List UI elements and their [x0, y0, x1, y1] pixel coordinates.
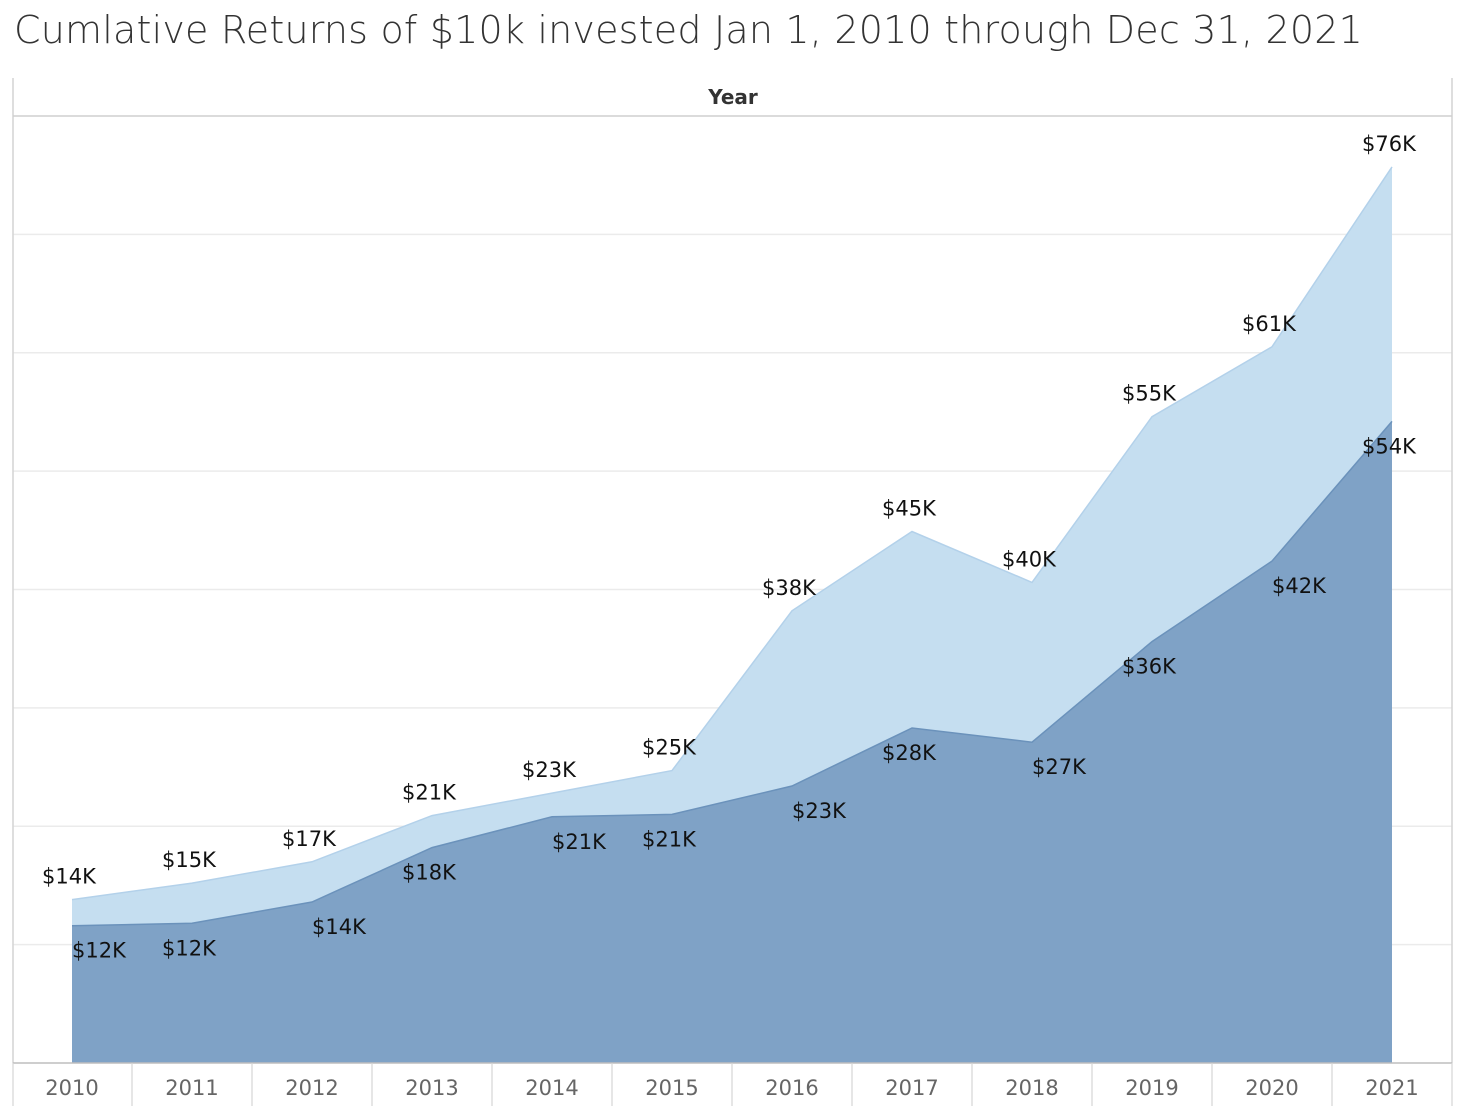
data-label-invested: $23K	[792, 799, 847, 823]
data-label-invested: $36K	[1122, 655, 1177, 679]
column-header: Year	[707, 85, 758, 109]
x-tick-label: 2020	[1245, 1076, 1298, 1100]
data-label-total: $45K	[882, 496, 937, 520]
data-label-total: $76K	[1362, 132, 1417, 156]
data-label-invested: $12K	[162, 936, 217, 960]
data-label-invested: $12K	[72, 939, 127, 963]
data-label-invested: $27K	[1032, 755, 1087, 779]
x-tick-label: 2015	[645, 1076, 698, 1100]
data-label-invested: $42K	[1272, 574, 1327, 598]
x-tick-label: 2012	[285, 1076, 338, 1100]
data-label-invested: $18K	[402, 861, 457, 885]
series-areas	[71, 166, 1393, 1063]
data-labels: $14K $15K $17K $21K $23K $25K $38K $45K $40K $55K…	[42, 132, 1417, 963]
x-axis-ticks: 2010 2011 2012 2013 2014 2015 2016 2017 2018 2019…	[45, 1076, 1418, 1100]
data-label-invested: $21K	[642, 827, 697, 851]
data-label-total: $40K	[1002, 547, 1057, 571]
x-tick-label: 2013	[405, 1076, 458, 1100]
chart-title: Cumlative Returns of $10k invested Jan 1…	[14, 8, 1364, 52]
series-line-1	[71, 166, 1393, 901]
data-label-total: $25K	[642, 736, 697, 760]
x-tick-label: 2017	[885, 1076, 938, 1100]
data-label-total: $21K	[402, 781, 457, 805]
data-label-invested: $28K	[882, 741, 937, 765]
data-label-total: $15K	[162, 848, 217, 872]
x-tick-label: 2010	[45, 1076, 98, 1100]
data-label-total: $38K	[762, 576, 817, 600]
x-tick-label: 2011	[165, 1076, 218, 1100]
data-label-invested: $21K	[552, 830, 607, 854]
data-label-invested: $54K	[1362, 434, 1417, 458]
data-label-total: $55K	[1122, 382, 1177, 406]
series-line-2	[71, 420, 1393, 927]
plot-frame	[12, 78, 1453, 1106]
data-label-total: $14K	[42, 865, 97, 889]
x-tick-label: 2014	[525, 1076, 578, 1100]
x-tick-label: 2021	[1365, 1076, 1418, 1100]
x-tick-label: 2016	[765, 1076, 818, 1100]
series-area-2	[72, 421, 1392, 1063]
data-label-invested: $14K	[312, 915, 367, 939]
data-label-total: $61K	[1242, 312, 1297, 336]
data-label-total: $17K	[282, 827, 337, 851]
x-tick-label: 2018	[1005, 1076, 1058, 1100]
x-tick-label: 2019	[1125, 1076, 1178, 1100]
data-label-total: $23K	[522, 758, 577, 782]
